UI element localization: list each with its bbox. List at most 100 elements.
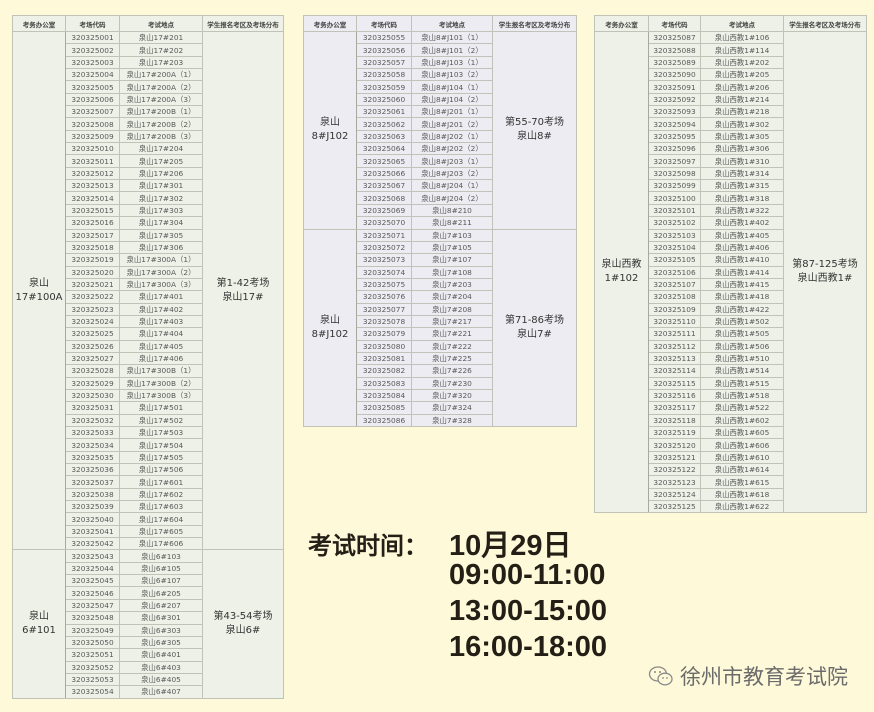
room-location: 泉山17#306 bbox=[119, 240, 203, 255]
room-location: 泉山7#324 bbox=[411, 401, 493, 415]
room-location: 泉山西教1#405 bbox=[700, 228, 784, 242]
room-distribution-cell: 第1-42考场 泉山17# bbox=[202, 30, 284, 551]
room-location: 泉山8#J101（1） bbox=[411, 30, 493, 45]
table-row: 320325102 泉山西教1#402 bbox=[595, 216, 867, 230]
room-code: 320325006 bbox=[65, 92, 120, 107]
table-row: 320325013 泉山17#301 bbox=[13, 179, 284, 193]
table-row: 320325080 泉山7#222 bbox=[304, 339, 577, 353]
table-row: 320325010 泉山17#204 bbox=[13, 142, 284, 156]
room-code: 320325069 bbox=[356, 203, 412, 218]
table-row: 320325108 泉山西教1#418 bbox=[595, 290, 867, 304]
table-row: 320325003 泉山17#203 bbox=[13, 55, 284, 70]
wechat-icon bbox=[648, 666, 673, 686]
table-row: 320325109 泉山西教1#422 bbox=[595, 302, 867, 316]
room-location: 泉山17#204 bbox=[119, 142, 203, 156]
room-location: 泉山西教1#614 bbox=[700, 463, 784, 477]
table-row: 320325044 泉山6#105 bbox=[13, 561, 284, 576]
room-code: 320325064 bbox=[356, 142, 412, 156]
room-location: 泉山西教1#205 bbox=[700, 68, 784, 82]
room-distribution-line: 第87-125考场 bbox=[792, 259, 858, 271]
header-office: 考务办公室 bbox=[594, 15, 649, 32]
table-row: 320325083 泉山7#230 bbox=[304, 376, 577, 390]
room-location: 泉山17#304 bbox=[119, 216, 203, 230]
room-code: 320325072 bbox=[356, 240, 412, 255]
table-row: 320325040 泉山17#604 bbox=[13, 512, 284, 526]
room-distribution-cell: 第71-86考场 泉山7# bbox=[492, 228, 577, 427]
room-code: 320325094 bbox=[648, 117, 701, 131]
room-location: 泉山8#210 bbox=[411, 203, 493, 218]
table-row: 320325048 泉山6#301 bbox=[13, 611, 284, 625]
table-row: 320325079 泉山7#221 bbox=[304, 327, 577, 341]
room-location: 泉山17#606 bbox=[119, 537, 203, 551]
room-location: 泉山17#602 bbox=[119, 487, 203, 502]
table-row: 320325007 泉山17#200B（1） bbox=[13, 105, 284, 119]
room-location: 泉山西教1#206 bbox=[700, 80, 784, 94]
room-location: 泉山7#225 bbox=[411, 351, 493, 366]
room-location: 泉山7#203 bbox=[411, 277, 493, 292]
room-code: 320325028 bbox=[65, 364, 120, 378]
room-location: 泉山7#222 bbox=[411, 339, 493, 353]
room-location: 泉山17#401 bbox=[119, 290, 203, 304]
room-location: 泉山7#221 bbox=[411, 327, 493, 341]
room-location: 泉山西教1#202 bbox=[700, 55, 784, 70]
exam-time-label: 考试时间： bbox=[308, 532, 428, 560]
room-location: 泉山7#230 bbox=[411, 376, 493, 390]
room-location: 泉山西教1#422 bbox=[700, 302, 784, 316]
room-distribution-line: 第43-54考场 bbox=[213, 611, 273, 622]
room-code: 320325092 bbox=[648, 92, 701, 107]
room-location: 泉山17#300B（3） bbox=[119, 388, 203, 403]
room-location: 泉山7#226 bbox=[411, 364, 493, 378]
table-row: 320325112 泉山西教1#506 bbox=[595, 339, 867, 353]
room-location: 泉山8#J201（1） bbox=[411, 105, 493, 119]
room-code: 320325077 bbox=[356, 302, 412, 316]
room-code: 320325097 bbox=[648, 154, 701, 168]
room-location: 泉山8#J203（2） bbox=[411, 166, 493, 181]
room-location: 泉山17#604 bbox=[119, 512, 203, 526]
table-row: 320325078 泉山7#217 bbox=[304, 314, 577, 329]
room-location: 泉山西教1#514 bbox=[700, 364, 784, 378]
room-code: 320325119 bbox=[648, 425, 701, 440]
room-code: 320325101 bbox=[648, 203, 701, 218]
room-location: 泉山17#200B（2） bbox=[119, 117, 203, 131]
table-row: 320325099 泉山西教1#315 bbox=[595, 179, 867, 193]
table-row: 泉山 6#101 320325043 泉山6#103 第43-54考场 泉山6# bbox=[12, 549, 284, 699]
room-location: 泉山7#107 bbox=[411, 253, 493, 267]
table-row: 320325067 泉山8#J204（1） bbox=[304, 179, 577, 193]
table-row: 320325054 泉山6#407 bbox=[13, 685, 284, 699]
room-code: 320325087 bbox=[648, 30, 701, 45]
table-row: 320325056 泉山8#J101（2） bbox=[304, 43, 577, 57]
table-row: 320325070 泉山8#211 bbox=[304, 216, 577, 230]
exam-slot-1: 09:00-11:00 bbox=[449, 559, 606, 591]
table-row: 320325103 泉山西教1#405 bbox=[595, 228, 867, 242]
table-row: 320325116 泉山西教1#518 bbox=[595, 388, 867, 403]
room-location: 泉山7#328 bbox=[411, 413, 493, 428]
room-code: 320325074 bbox=[356, 265, 412, 279]
table-row: 320325053 泉山6#405 bbox=[13, 672, 284, 687]
room-code: 320325039 bbox=[65, 500, 120, 514]
exam-office-cell: 泉山 17#100A bbox=[12, 30, 66, 551]
table-row: 320325002 泉山17#202 bbox=[13, 43, 284, 57]
table-row: 320325059 泉山8#J104（1） bbox=[304, 80, 577, 94]
room-code: 320325103 bbox=[648, 228, 701, 242]
room-location: 泉山17#205 bbox=[119, 154, 203, 168]
table-row: 320325034 泉山17#504 bbox=[13, 438, 284, 452]
room-location: 泉山西教1#314 bbox=[700, 166, 784, 181]
exam-office-line: 泉山 bbox=[29, 611, 49, 622]
room-location: 泉山17#402 bbox=[119, 302, 203, 316]
room-location: 泉山17#504 bbox=[119, 438, 203, 452]
table-row: 320325072 泉山7#105 bbox=[304, 240, 577, 255]
table-row: 320325014 泉山17#302 bbox=[13, 191, 284, 205]
room-code: 320325002 bbox=[65, 43, 120, 57]
room-location: 泉山西教1#522 bbox=[700, 401, 784, 415]
room-location: 泉山17#300A（2） bbox=[119, 265, 203, 279]
room-code: 320325037 bbox=[65, 475, 120, 489]
room-distribution-line: 泉山6# bbox=[225, 625, 261, 636]
watermark-text: 徐州市教育考试院 bbox=[680, 665, 848, 689]
room-code: 320325030 bbox=[65, 388, 120, 403]
room-code: 320325029 bbox=[65, 376, 120, 390]
room-location: 泉山7#208 bbox=[411, 302, 493, 316]
room-location: 泉山7#103 bbox=[411, 228, 493, 242]
table-row: 320325066 泉山8#J203（2） bbox=[304, 166, 577, 181]
room-code: 320325048 bbox=[65, 611, 120, 625]
table-row: 320325065 泉山8#J203（1） bbox=[304, 154, 577, 168]
